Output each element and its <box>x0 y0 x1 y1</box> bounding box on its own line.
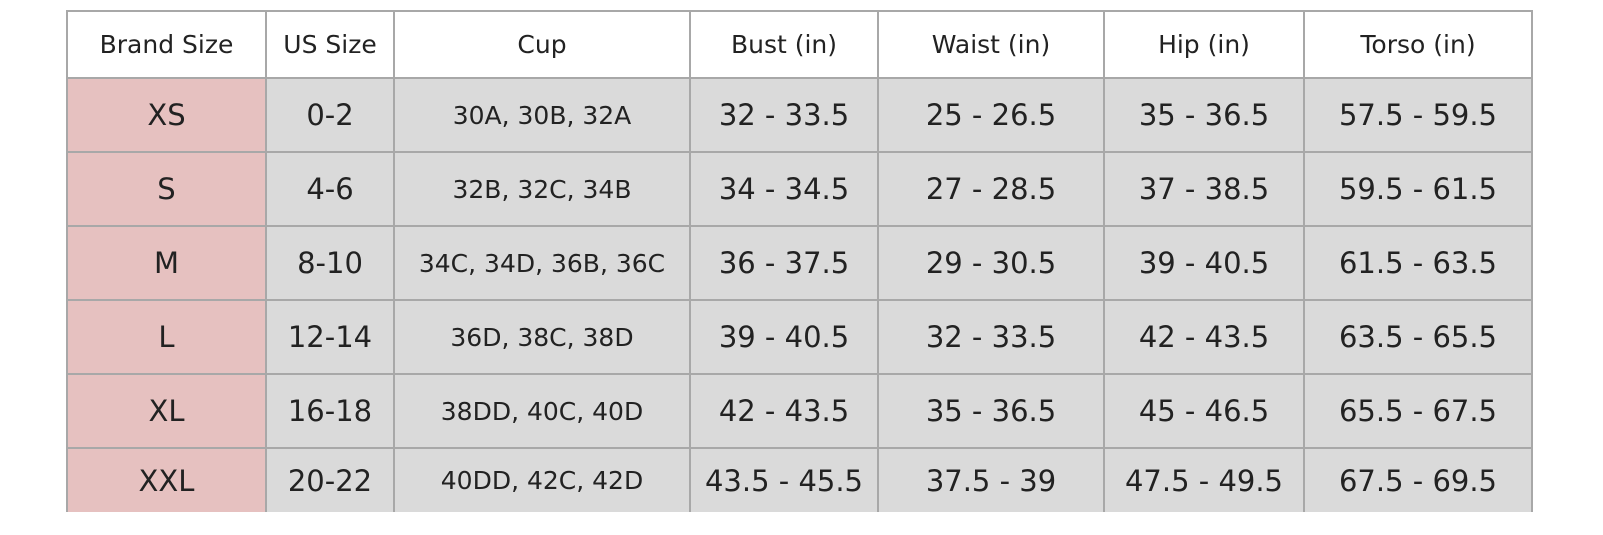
table-cell: 32 - 33.5 <box>877 299 1103 373</box>
table-cell: 65.5 - 67.5 <box>1303 373 1533 447</box>
row-header: M <box>66 225 265 299</box>
table-cell: 36D, 38C, 38D <box>393 299 689 373</box>
column-header: Brand Size <box>66 10 265 77</box>
table-cell: 39 - 40.5 <box>689 299 877 373</box>
table-cell: 8-10 <box>265 225 393 299</box>
table-cell: 45 - 46.5 <box>1103 373 1303 447</box>
table-cell: 63.5 - 65.5 <box>1303 299 1533 373</box>
table-cell: 59.5 - 61.5 <box>1303 151 1533 225</box>
table-cell: 36 - 37.5 <box>689 225 877 299</box>
row-header: XL <box>66 373 265 447</box>
table-cell: 67.5 - 69.5 <box>1303 447 1533 512</box>
column-header: Hip (in) <box>1103 10 1303 77</box>
column-header: Waist (in) <box>877 10 1103 77</box>
row-header: XXL <box>66 447 265 512</box>
table-cell: 25 - 26.5 <box>877 77 1103 151</box>
table-cell: 37.5 - 39 <box>877 447 1103 512</box>
table-cell: 57.5 - 59.5 <box>1303 77 1533 151</box>
column-header: Torso (in) <box>1303 10 1533 77</box>
row-header: S <box>66 151 265 225</box>
row-header: L <box>66 299 265 373</box>
column-header: Cup <box>393 10 689 77</box>
table-cell: 29 - 30.5 <box>877 225 1103 299</box>
table-cell: 42 - 43.5 <box>1103 299 1303 373</box>
row-header: XS <box>66 77 265 151</box>
table-cell: 38DD, 40C, 40D <box>393 373 689 447</box>
table-cell: 40DD, 42C, 42D <box>393 447 689 512</box>
table-cell: 35 - 36.5 <box>877 373 1103 447</box>
table-cell: 61.5 - 63.5 <box>1303 225 1533 299</box>
table-cell: 34C, 34D, 36B, 36C <box>393 225 689 299</box>
column-header: US Size <box>265 10 393 77</box>
table-cell: 32B, 32C, 34B <box>393 151 689 225</box>
table-cell: 37 - 38.5 <box>1103 151 1303 225</box>
table-cell: 35 - 36.5 <box>1103 77 1303 151</box>
table-cell: 4-6 <box>265 151 393 225</box>
table-cell: 12-14 <box>265 299 393 373</box>
table-cell: 32 - 33.5 <box>689 77 877 151</box>
table-cell: 0-2 <box>265 77 393 151</box>
table-cell: 39 - 40.5 <box>1103 225 1303 299</box>
table-cell: 16-18 <box>265 373 393 447</box>
table-cell: 27 - 28.5 <box>877 151 1103 225</box>
table-cell: 47.5 - 49.5 <box>1103 447 1303 512</box>
table-cell: 43.5 - 45.5 <box>689 447 877 512</box>
table-cell: 42 - 43.5 <box>689 373 877 447</box>
table-cell: 34 - 34.5 <box>689 151 877 225</box>
table-cell: 20-22 <box>265 447 393 512</box>
table-cell: 30A, 30B, 32A <box>393 77 689 151</box>
column-header: Bust (in) <box>689 10 877 77</box>
